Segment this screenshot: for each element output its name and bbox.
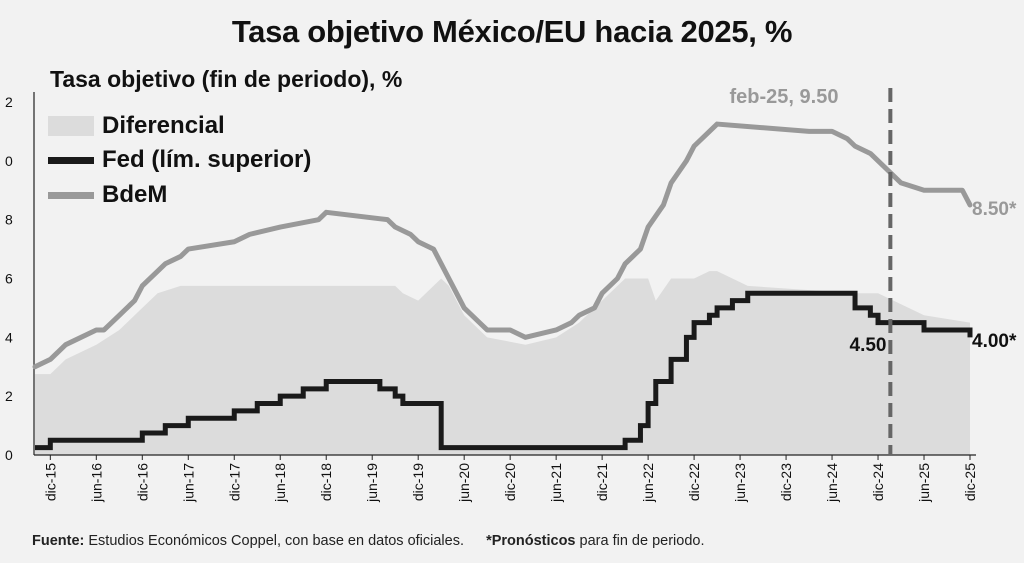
legend-swatch-diferencial — [48, 116, 94, 136]
area-diferencial — [35, 271, 970, 455]
annotation-fed-end: 4.00* — [972, 331, 1017, 352]
annotation-bdem-end: 8.50* — [972, 199, 1017, 220]
annotation-fed-value: 4.50 — [850, 335, 887, 356]
x-tick-label: dic-15 — [42, 463, 58, 501]
x-tick-label: dic-18 — [318, 463, 334, 501]
series-line-fed — [35, 290, 973, 451]
x-tick-label: dic-20 — [502, 463, 518, 501]
source-note: Fuente: Estudios Económicos Coppel, con … — [32, 533, 704, 549]
x-tick-label: jun-16 — [88, 463, 104, 503]
y-tick-label: 4 — [5, 329, 13, 345]
chart-subtitle: Tasa objetivo (fin de periodo), % — [50, 66, 403, 92]
x-tick-label: dic-22 — [686, 463, 702, 501]
series-line-bdem — [32, 121, 973, 370]
x-tick-label: dic-17 — [226, 463, 242, 501]
x-tick-label: jun-23 — [732, 463, 748, 503]
legend-label-fed: Fed (lím. superior) — [102, 146, 312, 173]
legend-item-fed: Fed (lím. superior) — [48, 146, 311, 174]
x-tick-label: jun-24 — [824, 463, 840, 503]
x-tick-label: jun-17 — [180, 463, 196, 503]
x-tick-label: jun-21 — [548, 463, 564, 503]
x-tick-label: dic-23 — [778, 463, 794, 501]
y-tick-label: 0 — [5, 153, 13, 169]
x-tick-label: jun-22 — [640, 463, 656, 503]
y-tick-label: 6 — [5, 271, 13, 287]
y-tick-label: 8 — [5, 212, 13, 228]
x-tick-label: jun-18 — [272, 463, 288, 503]
source-text: Estudios Económicos Coppel, con base en … — [88, 533, 464, 549]
x-tick-label: dic-24 — [870, 463, 886, 501]
legend-swatch-fed — [48, 156, 94, 164]
forecast-note-text: para fin de periodo. — [579, 533, 705, 549]
y-tick-label: 2 — [5, 94, 13, 110]
legend-item-diferencial: Diferencial — [48, 112, 225, 140]
y-tick-label: 2 — [5, 388, 13, 404]
legend-item-bdem: BdeM — [48, 181, 167, 209]
x-tick-label: jun-19 — [364, 463, 380, 503]
annotation-peak: feb-25, 9.50 — [730, 86, 839, 108]
x-tick-label: jun-25 — [916, 463, 932, 503]
chart-title: Tasa objetivo México/EU hacia 2025, % — [231, 14, 793, 49]
x-tick-label: dic-16 — [134, 463, 150, 501]
legend-swatch-bdem — [48, 191, 94, 199]
legend-label-diferencial: Diferencial — [102, 112, 225, 139]
x-tick-label: jun-20 — [456, 463, 472, 503]
y-tick-label: 0 — [5, 447, 13, 463]
source-label: Fuente: — [32, 533, 85, 549]
x-tick-label: dic-19 — [410, 463, 426, 501]
x-tick-label: dic-25 — [962, 463, 978, 501]
forecast-note-label: *Pronósticos — [486, 533, 576, 549]
legend-label-bdem: BdeM — [102, 181, 168, 208]
x-tick-label: dic-21 — [594, 463, 610, 501]
